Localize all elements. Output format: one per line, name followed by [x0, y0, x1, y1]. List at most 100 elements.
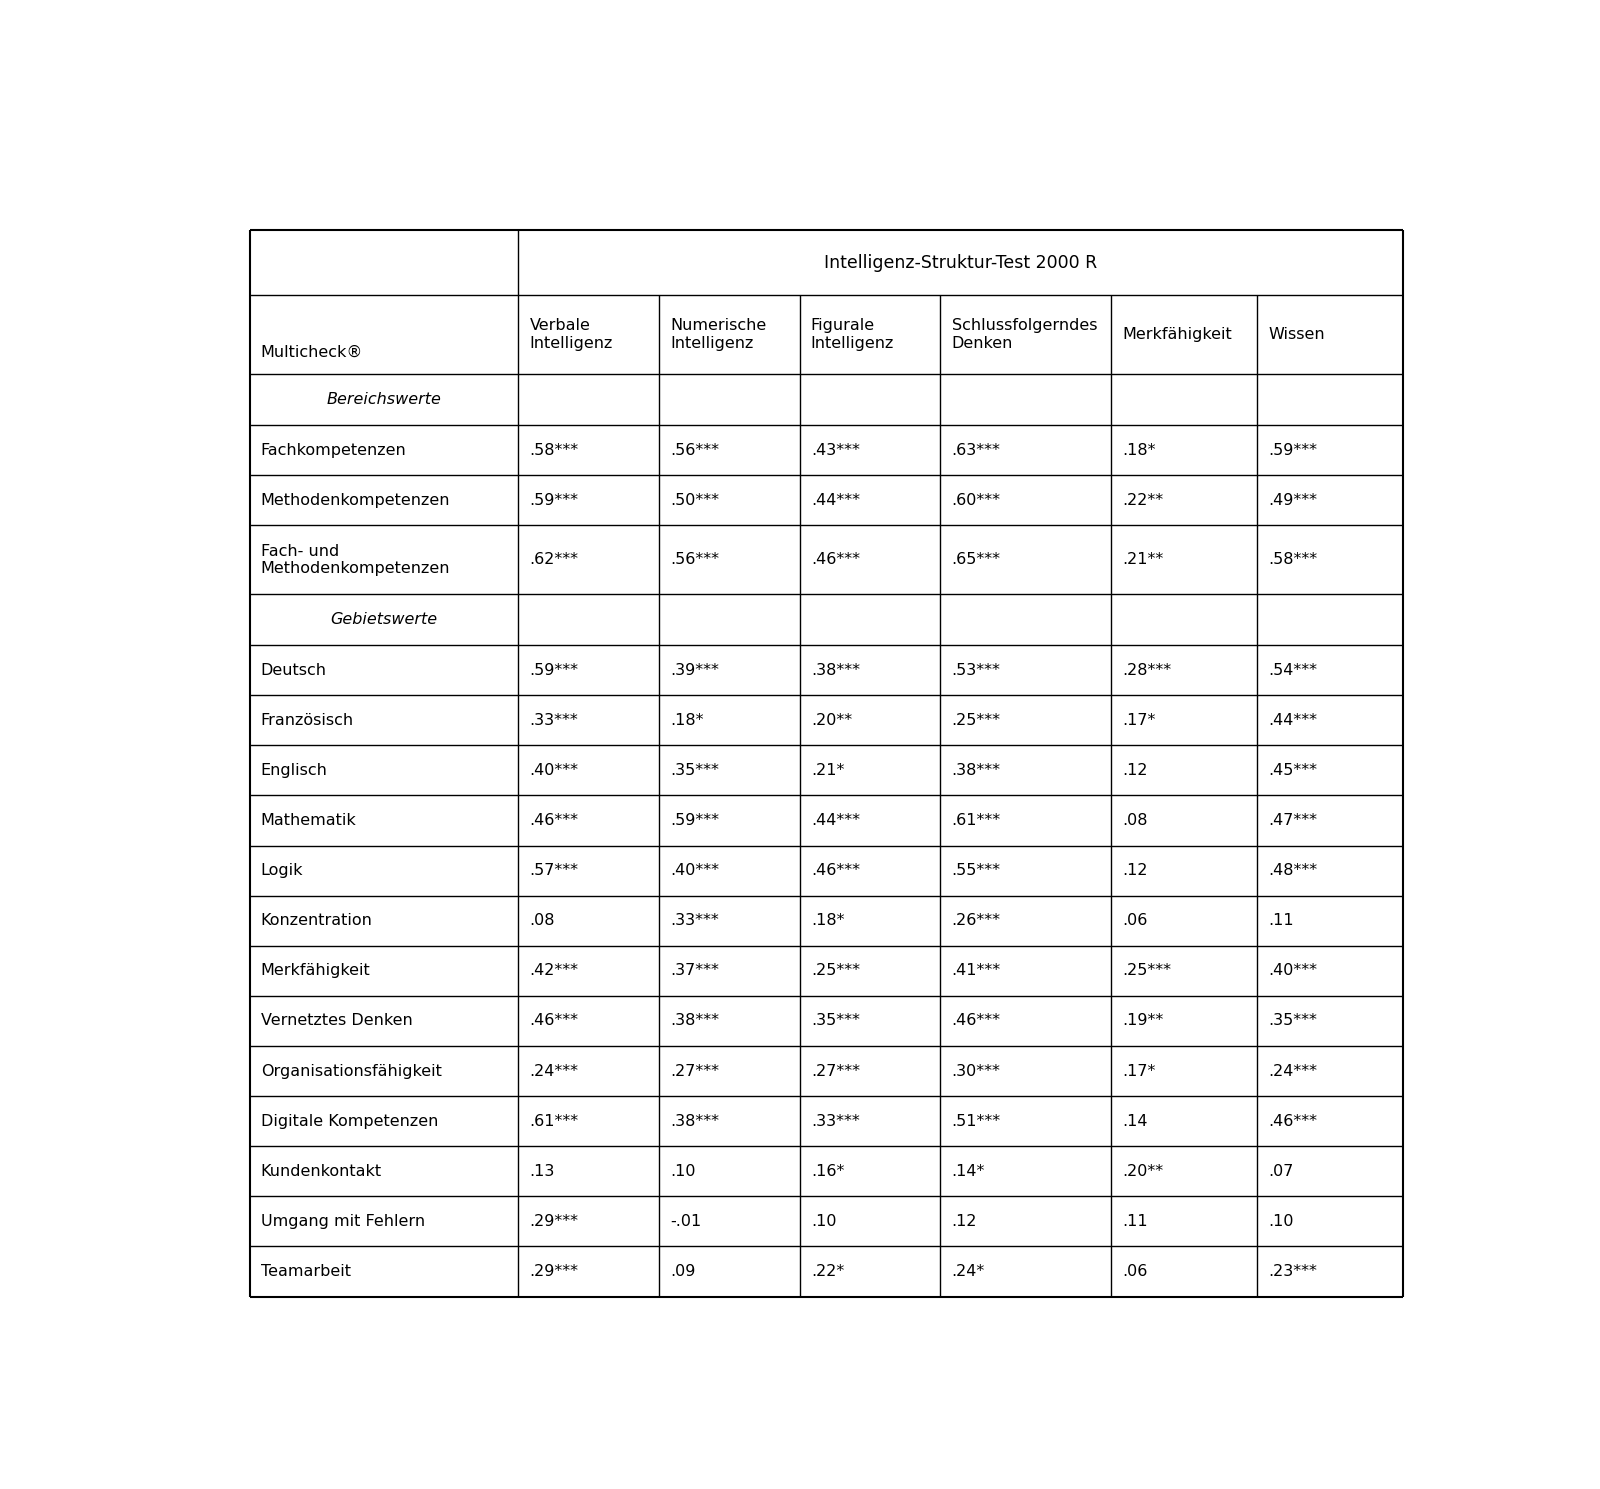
Text: Merkfähigkeit: Merkfähigkeit — [261, 963, 371, 978]
Text: .59***: .59*** — [1269, 442, 1318, 457]
Text: .48***: .48*** — [1269, 864, 1318, 879]
Text: .37***: .37*** — [670, 963, 718, 978]
Text: Wissen: Wissen — [1269, 328, 1325, 342]
Text: .11: .11 — [1269, 913, 1294, 928]
Text: Numerische
Intelligenz: Numerische Intelligenz — [670, 319, 766, 351]
Text: .53***: .53*** — [952, 663, 1000, 677]
Text: .38***: .38*** — [670, 1014, 718, 1029]
Text: .20**: .20** — [1122, 1164, 1163, 1179]
Text: .24***: .24*** — [1269, 1063, 1318, 1078]
Text: .26***: .26*** — [952, 913, 1000, 928]
Text: .44***: .44*** — [811, 813, 859, 828]
Text: .38***: .38*** — [811, 663, 859, 677]
Text: .24***: .24*** — [530, 1063, 579, 1078]
Text: Englisch: Englisch — [261, 762, 328, 777]
Text: .55***: .55*** — [952, 864, 1000, 879]
Text: Deutsch: Deutsch — [261, 663, 326, 677]
Text: .38***: .38*** — [952, 762, 1000, 777]
Text: .16*: .16* — [811, 1164, 845, 1179]
Text: .14: .14 — [1122, 1114, 1147, 1129]
Text: .46***: .46*** — [1269, 1114, 1318, 1129]
Text: .21*: .21* — [811, 762, 845, 777]
Text: Multicheck®: Multicheck® — [261, 345, 363, 360]
Text: .35***: .35*** — [811, 1014, 859, 1029]
Text: Konzentration: Konzentration — [261, 913, 373, 928]
Text: .63***: .63*** — [952, 442, 1000, 457]
Text: .35***: .35*** — [670, 762, 718, 777]
Text: .46***: .46*** — [530, 813, 579, 828]
Text: .12: .12 — [1122, 864, 1147, 879]
Text: .17*: .17* — [1122, 1063, 1155, 1078]
Text: .59***: .59*** — [530, 663, 579, 677]
Text: .14*: .14* — [952, 1164, 986, 1179]
Text: Organisationsfähigkeit: Organisationsfähigkeit — [261, 1063, 442, 1078]
Text: .43***: .43*** — [811, 442, 859, 457]
Text: Verbale
Intelligenz: Verbale Intelligenz — [530, 319, 613, 351]
Text: Merkfähigkeit: Merkfähigkeit — [1122, 328, 1232, 342]
Text: .65***: .65*** — [952, 552, 1000, 567]
Text: Fach- und
Methodenkompetenzen: Fach- und Methodenkompetenzen — [261, 543, 450, 576]
Text: .25***: .25*** — [811, 963, 859, 978]
Text: .30***: .30*** — [952, 1063, 1000, 1078]
Text: .49***: .49*** — [1269, 493, 1318, 508]
Text: Bereichswerte: Bereichswerte — [326, 392, 442, 406]
Text: .09: .09 — [670, 1264, 696, 1279]
Text: .19**: .19** — [1122, 1014, 1163, 1029]
Text: .18*: .18* — [811, 913, 845, 928]
Text: Digitale Kompetenzen: Digitale Kompetenzen — [261, 1114, 438, 1129]
Text: .59***: .59*** — [530, 493, 579, 508]
Text: .61***: .61*** — [952, 813, 1000, 828]
Text: .20**: .20** — [811, 713, 851, 728]
Text: .56***: .56*** — [670, 442, 718, 457]
Text: .21**: .21** — [1122, 552, 1163, 567]
Text: .44***: .44*** — [811, 493, 859, 508]
Text: .40***: .40*** — [670, 864, 718, 879]
Text: Gebietswerte: Gebietswerte — [330, 612, 437, 627]
Text: .23***: .23*** — [1269, 1264, 1317, 1279]
Text: .46***: .46*** — [811, 552, 859, 567]
Text: .24*: .24* — [952, 1264, 984, 1279]
Text: .08: .08 — [530, 913, 555, 928]
Text: .22*: .22* — [811, 1264, 845, 1279]
Text: .35***: .35*** — [1269, 1014, 1317, 1029]
Text: .46***: .46*** — [952, 1014, 1000, 1029]
Text: .50***: .50*** — [670, 493, 718, 508]
Text: .27***: .27*** — [670, 1063, 718, 1078]
Text: .46***: .46*** — [811, 864, 859, 879]
Text: .39***: .39*** — [670, 663, 718, 677]
Text: .33***: .33*** — [670, 913, 718, 928]
Text: Logik: Logik — [261, 864, 304, 879]
Text: .06: .06 — [1122, 913, 1147, 928]
Text: .25***: .25*** — [952, 713, 1000, 728]
Text: Methodenkompetenzen: Methodenkompetenzen — [261, 493, 450, 508]
Text: Vernetztes Denken: Vernetztes Denken — [261, 1014, 413, 1029]
Text: .58***: .58*** — [1269, 552, 1318, 567]
Text: .08: .08 — [1122, 813, 1147, 828]
Text: Kundenkontakt: Kundenkontakt — [261, 1164, 382, 1179]
Text: Mathematik: Mathematik — [261, 813, 357, 828]
Text: .61***: .61*** — [530, 1114, 579, 1129]
Text: .22**: .22** — [1122, 493, 1163, 508]
Text: .18*: .18* — [1122, 442, 1155, 457]
Text: .47***: .47*** — [1269, 813, 1318, 828]
Text: Schlussfolgerndes
Denken: Schlussfolgerndes Denken — [952, 319, 1098, 351]
Text: Teamarbeit: Teamarbeit — [261, 1264, 350, 1279]
Text: .44***: .44*** — [1269, 713, 1318, 728]
Text: .45***: .45*** — [1269, 762, 1318, 777]
Text: Umgang mit Fehlern: Umgang mit Fehlern — [261, 1214, 426, 1228]
Text: .40***: .40*** — [530, 762, 579, 777]
Text: .57***: .57*** — [530, 864, 579, 879]
Text: .11: .11 — [1122, 1214, 1147, 1228]
Text: .59***: .59*** — [670, 813, 718, 828]
Text: .13: .13 — [530, 1164, 555, 1179]
Text: .42***: .42*** — [530, 963, 579, 978]
Text: .56***: .56*** — [670, 552, 718, 567]
Text: .41***: .41*** — [952, 963, 1000, 978]
Text: Figurale
Intelligenz: Figurale Intelligenz — [811, 319, 894, 351]
Text: .46***: .46*** — [530, 1014, 579, 1029]
Text: .10: .10 — [811, 1214, 837, 1228]
Text: Intelligenz-Struktur-Test 2000 R: Intelligenz-Struktur-Test 2000 R — [824, 253, 1098, 272]
Text: .18*: .18* — [670, 713, 704, 728]
Text: Fachkompetenzen: Fachkompetenzen — [261, 442, 406, 457]
Text: .62***: .62*** — [530, 552, 579, 567]
